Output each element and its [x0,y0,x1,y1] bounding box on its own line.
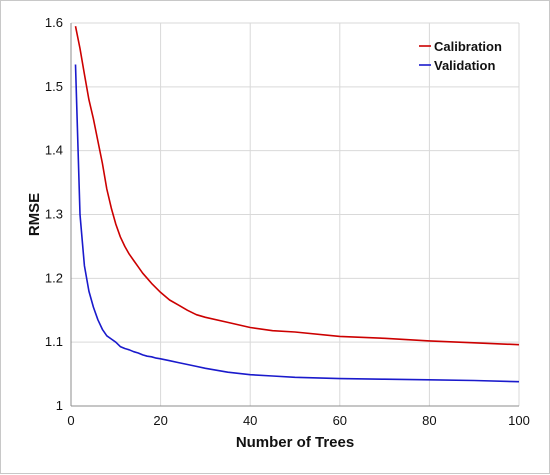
gridlines [70,22,520,407]
legend: Calibration Validation [419,39,502,73]
series-line-calibration [74,26,520,346]
x-tick-label: 0 [67,413,74,428]
y-tick-label: 1 [56,398,63,413]
series-lines [74,26,520,383]
x-axis-label: Number of Trees [236,434,354,451]
series-line-validation [74,64,520,383]
y-tick-label: 1.4 [45,143,63,158]
y-tick-label: 1.2 [45,270,63,285]
legend-label-validation: Validation [434,58,495,73]
legend-label-calibration: Calibration [434,39,502,54]
y-tick-label: 1.6 [45,15,63,30]
x-tick-label: 100 [508,413,530,428]
tick-labels: 0 20 40 60 80 100 1 1.1 1.2 1.3 1.4 1.5 1.6 [45,15,530,428]
y-tick-label: 1.3 [45,207,63,222]
x-tick-label: 20 [153,413,167,428]
x-tick-label: 40 [243,413,257,428]
y-axis-label: RMSE [26,193,43,236]
x-tick-label: 80 [422,413,436,428]
x-tick-label: 60 [333,413,347,428]
y-tick-label: 1.5 [45,79,63,94]
y-tick-label: 1.1 [45,334,63,349]
axes [70,23,519,407]
